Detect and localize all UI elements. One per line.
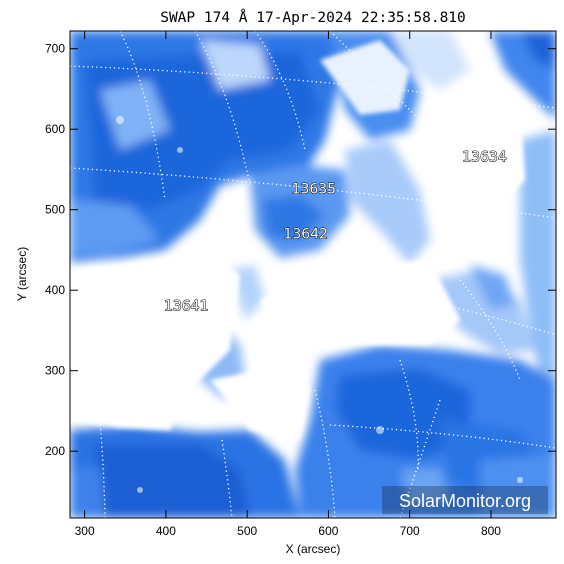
y-axis-ticks: 200 300 400 500 600 700 bbox=[45, 42, 556, 458]
heliographic-grid bbox=[70, 31, 556, 518]
y-axis-label: Y (arcsec) bbox=[15, 247, 29, 301]
active-region-labels: 13635 13634 13642 13641 bbox=[163, 149, 507, 315]
x-tick-label: 700 bbox=[400, 524, 420, 538]
active-region-label: 13634 bbox=[462, 149, 507, 165]
active-region-label: 13635 bbox=[292, 182, 337, 198]
active-region-label: 13642 bbox=[283, 227, 328, 243]
figure-title: SWAP 174 Å 17-Apr-2024 22:35:58.810 bbox=[160, 9, 466, 26]
y-tick-label: 400 bbox=[45, 283, 65, 297]
x-tick-label: 600 bbox=[318, 524, 338, 538]
x-axis-ticks: 300 400 500 600 700 800 bbox=[75, 31, 501, 538]
plot-frame bbox=[69, 30, 557, 519]
x-tick-label: 400 bbox=[156, 524, 176, 538]
y-tick-label: 300 bbox=[45, 364, 65, 378]
x-axis-label: X (arcsec) bbox=[286, 542, 341, 556]
x-tick-label: 500 bbox=[237, 524, 257, 538]
x-tick-label: 800 bbox=[481, 524, 501, 538]
y-tick-label: 700 bbox=[45, 42, 65, 56]
active-region-label: 13641 bbox=[164, 298, 209, 314]
watermark-text: SolarMonitor.org bbox=[399, 491, 531, 511]
x-tick-label: 300 bbox=[75, 524, 95, 538]
solar-euv-image bbox=[70, 31, 556, 518]
watermark: SolarMonitor.org bbox=[382, 486, 548, 514]
y-tick-label: 600 bbox=[45, 122, 65, 136]
y-tick-label: 200 bbox=[45, 444, 65, 458]
y-tick-label: 500 bbox=[45, 203, 65, 217]
